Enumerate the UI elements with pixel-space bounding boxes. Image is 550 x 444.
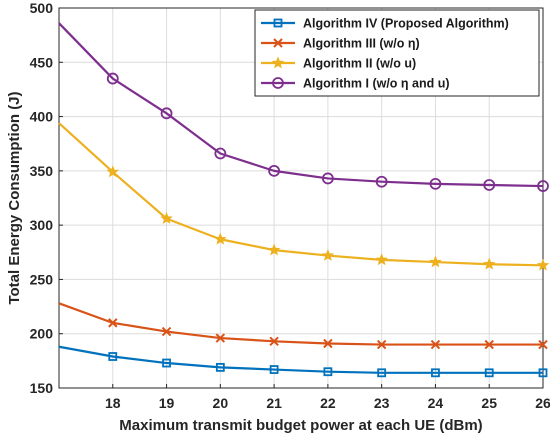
legend-label: Algorithm II (w/o u)	[303, 57, 416, 71]
data-point	[321, 172, 334, 185]
y-tick-label: 500	[30, 0, 54, 16]
data-point	[108, 352, 118, 361]
data-point	[375, 175, 388, 188]
data-point	[267, 243, 281, 256]
x-tick-label: 25	[481, 395, 497, 411]
x-tick-label: 26	[535, 395, 550, 411]
legend-marker	[273, 18, 283, 28]
plot-area-frame	[58, 7, 544, 389]
data-point	[323, 367, 333, 377]
data-point	[538, 368, 548, 378]
legend-marker	[273, 38, 283, 48]
x-tick-label: 23	[374, 395, 390, 411]
data-point	[214, 232, 227, 245]
data-point	[268, 164, 281, 177]
legend-item: Algorithm III (w/o η)	[261, 37, 420, 51]
y-tick-label: 200	[30, 326, 54, 342]
data-point	[483, 179, 496, 191]
x-tick-label: 19	[159, 395, 175, 411]
series-line	[58, 22, 544, 188]
data-point	[160, 107, 173, 120]
data-point	[160, 212, 173, 224]
data-point	[106, 165, 120, 178]
data-point	[323, 338, 333, 349]
data-point	[536, 258, 550, 271]
legend-label: Algorithm IV (Proposed Algorithm)	[303, 17, 509, 31]
legend-label: Algorithm III (w/o η)	[303, 37, 420, 51]
data-point	[106, 72, 119, 85]
x-tick-label: 18	[105, 395, 121, 411]
data-point	[431, 368, 440, 378]
data-point	[162, 358, 171, 368]
data-point	[321, 248, 335, 261]
x-axis-label: Maximum transmit budget power at each UE…	[119, 417, 482, 434]
data-point	[430, 339, 441, 350]
data-point	[537, 180, 549, 192]
legend-box	[254, 9, 540, 97]
data-point	[429, 255, 442, 268]
data-point	[376, 339, 387, 350]
y-tick-label: 250	[30, 271, 54, 287]
series-line	[58, 302, 543, 346]
legend-item: Algorithm I (w/o η and u)	[261, 77, 450, 91]
data-point	[377, 368, 387, 378]
y-tick-label: 300	[30, 217, 54, 233]
y-axis-label: Total Energy Consumption (J)	[6, 91, 23, 304]
series-4	[58, 22, 549, 192]
legend-marker	[272, 77, 284, 89]
series-2	[58, 302, 548, 350]
x-tick-label: 22	[320, 395, 336, 411]
legend-item: Algorithm IV (Proposed Algorithm)	[261, 17, 509, 31]
legend: Algorithm IV (Proposed Algorithm) Algorit…	[254, 9, 540, 97]
series-1	[58, 345, 548, 378]
y-tick-label: 350	[30, 163, 54, 179]
legend-marker	[271, 56, 285, 69]
x-tick-label: 21	[266, 395, 282, 411]
y-tick-label: 400	[30, 109, 54, 125]
data-point	[269, 336, 279, 347]
y-tick-label: 450	[30, 54, 54, 70]
data-point	[482, 257, 496, 270]
data-point	[484, 339, 494, 350]
data-point	[375, 253, 388, 266]
data-point	[215, 333, 226, 343]
series-line	[58, 345, 543, 374]
series-group	[58, 22, 550, 378]
series-line	[58, 122, 544, 267]
data-point	[538, 339, 548, 350]
axes: 18 19 20 21 22 23 24 25 26 150 200 250 300 350 400 450 5…	[30, 0, 550, 411]
data-point	[429, 177, 442, 190]
x-tick-label: 20	[213, 395, 229, 411]
data-point	[269, 365, 279, 374]
legend-label: Algorithm I (w/o η and u)	[303, 77, 450, 91]
y-tick-label: 150	[30, 380, 54, 396]
data-point	[215, 362, 225, 372]
data-point	[108, 318, 118, 328]
x-tick-label: 24	[428, 395, 444, 411]
data-point	[161, 326, 172, 337]
legend-item: Algorithm II (w/o u)	[261, 56, 416, 71]
data-point	[214, 147, 227, 160]
series-3	[58, 122, 550, 271]
data-point	[484, 368, 494, 378]
